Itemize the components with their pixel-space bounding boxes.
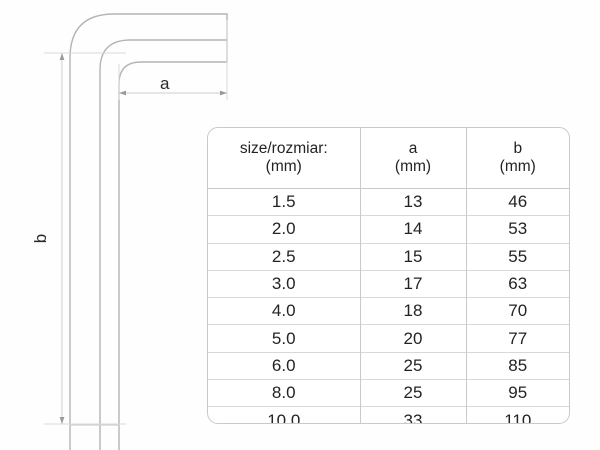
cell-b: 46 [465,188,569,216]
table-header-row: size/rozmiar: (mm) a (mm) b (mm) [208,128,569,189]
header-size-line2: (mm) [265,158,302,175]
header-size: size/rozmiar: (mm) [208,128,360,189]
cell-b: 53 [465,215,569,244]
cell-a: 33 [359,406,466,423]
cell-size: 2.5 [208,242,360,271]
dimension-label-b: b [31,233,51,244]
table-body: 1.5 13 46 2.0 14 53 2.5 15 55 3.0 17 [208,188,569,423]
cell-size: 5.0 [208,324,360,353]
table-row: 8.0 25 95 [208,379,569,407]
cell-b: 77 [465,324,569,353]
cell-b: 85 [465,351,569,380]
spec-table-container: size/rozmiar: (mm) a (mm) b (mm) 1.5 [207,127,570,424]
header-size-line1: size/rozmiar: [239,140,328,158]
header-b-line1: b [513,140,523,158]
header-a: a (mm) [359,128,466,189]
cell-a: 25 [359,351,466,380]
hex-key-drawing: a b [31,13,228,450]
table-row: 6.0 25 85 [208,351,569,380]
cell-size: 8.0 [208,379,360,407]
header-b: b (mm) [465,128,569,189]
dimension-label-a: a [160,74,170,93]
cell-size: 6.0 [208,351,360,380]
hex-key-size-table: size/rozmiar: (mm) a (mm) b (mm) 1.5 [208,128,569,423]
cell-a: 20 [359,324,466,353]
cell-size: 1.5 [271,192,296,212]
cell-a: 18 [359,297,466,325]
cell-b: 70 [465,297,569,325]
cell-size: 2.0 [208,215,360,244]
cell-b: 55 [465,242,569,271]
table-row: 2.5 15 55 [208,242,569,271]
cell-a: 14 [359,215,466,244]
header-a-line2: (mm) [394,158,432,175]
table-row: 2.0 14 53 [208,215,569,244]
cell-a: 15 [359,242,466,271]
cell-a: 13 [359,188,466,216]
cell-b: 110 [465,406,569,423]
cell-size: 3.0 [208,269,360,298]
table-row: 1.5 13 46 [208,188,569,216]
header-b-line2: (mm) [499,158,536,175]
table-row: 5.0 20 77 [208,324,569,353]
cell-b: 95 [465,379,569,407]
cell-a: 25 [359,379,466,407]
cell-a: 17 [359,269,466,298]
table-row: 4.0 18 70 [208,297,569,325]
table-row: 3.0 17 63 [208,269,569,298]
header-a-line1: a [408,140,418,158]
cell-size: 10.0 [208,406,360,423]
cell-b: 63 [465,269,569,298]
cell-size: 4.0 [208,297,360,325]
table-row: 10.0 33 110 [208,406,569,423]
